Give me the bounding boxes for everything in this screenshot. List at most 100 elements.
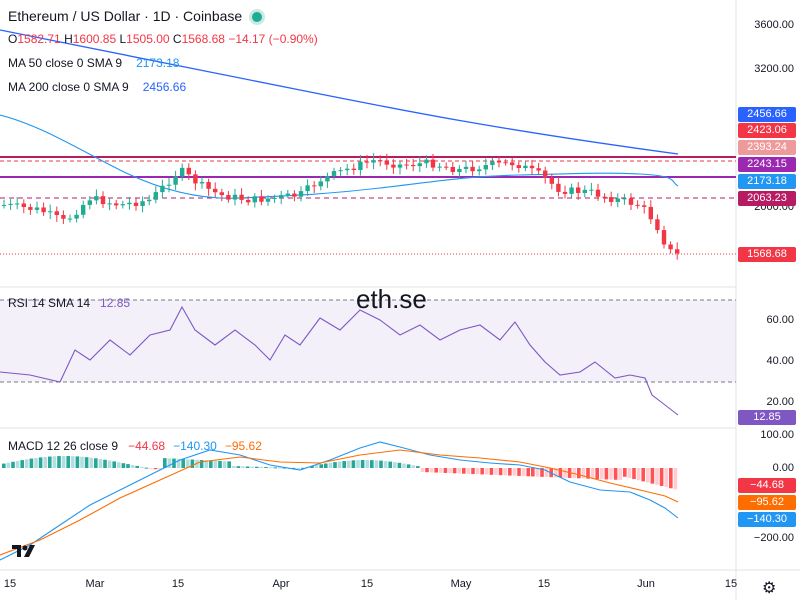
candle[interactable] <box>226 195 231 200</box>
candle[interactable] <box>166 184 172 186</box>
candle[interactable] <box>675 249 680 254</box>
rsi-legend[interactable]: RSI 14 SMA 14 12.85 <box>8 296 130 310</box>
macd-signal-line[interactable] <box>0 449 679 556</box>
candle[interactable] <box>160 185 165 193</box>
candle[interactable] <box>503 162 508 164</box>
candle[interactable] <box>582 189 587 194</box>
candle[interactable] <box>595 189 601 197</box>
candle[interactable] <box>100 196 106 205</box>
candle[interactable] <box>147 199 152 202</box>
symbol-title[interactable]: Ethereum / US Dollar · 1D · Coinbase <box>8 8 263 24</box>
candle[interactable] <box>424 159 429 164</box>
candle[interactable] <box>81 204 86 215</box>
candle[interactable] <box>642 205 647 207</box>
candle[interactable] <box>569 187 574 194</box>
candle[interactable] <box>529 165 535 169</box>
candlestick-series[interactable] <box>1 153 680 260</box>
candle[interactable] <box>87 200 92 205</box>
candle[interactable] <box>21 203 26 208</box>
candle[interactable] <box>28 207 33 210</box>
candle[interactable] <box>635 204 640 206</box>
candle[interactable] <box>305 185 310 192</box>
ma50-line[interactable] <box>0 114 679 199</box>
candle[interactable] <box>259 196 264 202</box>
candle[interactable] <box>219 192 224 196</box>
rsi-line[interactable] <box>0 305 679 416</box>
candle[interactable] <box>114 203 119 206</box>
candle[interactable] <box>477 169 482 172</box>
candle[interactable] <box>655 219 660 231</box>
candle[interactable] <box>417 163 422 167</box>
candle[interactable] <box>384 160 389 165</box>
candle[interactable] <box>318 181 323 187</box>
candle[interactable] <box>470 166 475 172</box>
candle[interactable] <box>345 168 350 171</box>
candle[interactable] <box>364 161 370 163</box>
candle[interactable] <box>648 206 653 220</box>
candle[interactable] <box>15 203 20 205</box>
candle[interactable] <box>153 192 158 200</box>
candle[interactable] <box>549 177 554 184</box>
candle[interactable] <box>661 230 667 245</box>
candle[interactable] <box>252 196 257 203</box>
candle[interactable] <box>94 196 99 201</box>
candle[interactable] <box>193 174 198 184</box>
candle[interactable] <box>602 196 607 198</box>
candle[interactable] <box>298 191 304 197</box>
candle[interactable] <box>61 215 66 219</box>
candle[interactable] <box>338 170 343 172</box>
candle[interactable] <box>371 160 376 163</box>
candle[interactable] <box>107 203 112 205</box>
candle[interactable] <box>404 164 409 166</box>
candle[interactable] <box>199 182 205 184</box>
candle[interactable] <box>496 161 502 163</box>
candle[interactable] <box>351 168 356 171</box>
candle[interactable] <box>54 211 59 216</box>
candle[interactable] <box>622 198 627 200</box>
candle[interactable] <box>292 193 297 197</box>
candle[interactable] <box>232 194 238 200</box>
candle[interactable] <box>483 165 488 170</box>
candle[interactable] <box>312 185 317 187</box>
candle[interactable] <box>74 214 79 219</box>
macd-histogram[interactable] <box>2 456 678 490</box>
candle[interactable] <box>628 198 634 205</box>
candle[interactable] <box>391 164 396 168</box>
candle[interactable] <box>140 201 145 206</box>
candle[interactable] <box>8 203 13 205</box>
candle[interactable] <box>378 160 383 162</box>
candle[interactable] <box>34 207 40 210</box>
macd-line[interactable] <box>0 441 679 561</box>
candle[interactable] <box>668 244 673 250</box>
candle[interactable] <box>609 197 614 202</box>
candle[interactable] <box>450 167 455 172</box>
candle[interactable] <box>615 198 620 202</box>
candle[interactable] <box>523 165 528 169</box>
macd-legend[interactable]: MACD 12 26 close 9 −44.68 −140.30 −95.62 <box>8 439 262 453</box>
candle[interactable] <box>48 211 53 213</box>
candle[interactable] <box>437 166 442 168</box>
candle[interactable] <box>133 202 139 206</box>
settings-gear-icon[interactable]: ⚙ <box>762 580 777 597</box>
candle[interactable] <box>206 182 211 189</box>
tradingview-logo-icon[interactable] <box>10 541 38 559</box>
candle[interactable] <box>285 193 290 196</box>
candle[interactable] <box>279 195 284 198</box>
candle[interactable] <box>536 168 541 171</box>
candle[interactable] <box>490 161 495 166</box>
ma200-legend[interactable]: MA 200 close 0 SMA 9 2456.66 <box>8 80 186 94</box>
candle[interactable] <box>411 164 416 167</box>
candle[interactable] <box>510 162 515 166</box>
candle[interactable] <box>576 187 581 194</box>
candle[interactable] <box>272 197 277 199</box>
candle[interactable] <box>556 183 561 192</box>
candle[interactable] <box>543 170 548 178</box>
candle[interactable] <box>265 198 271 202</box>
candle[interactable] <box>186 167 191 175</box>
candle[interactable] <box>1 204 7 206</box>
candle[interactable] <box>127 202 132 205</box>
ma50-legend[interactable]: MA 50 close 0 SMA 9 2173.18 <box>8 56 179 70</box>
candle[interactable] <box>444 166 449 168</box>
candle[interactable] <box>325 175 330 182</box>
